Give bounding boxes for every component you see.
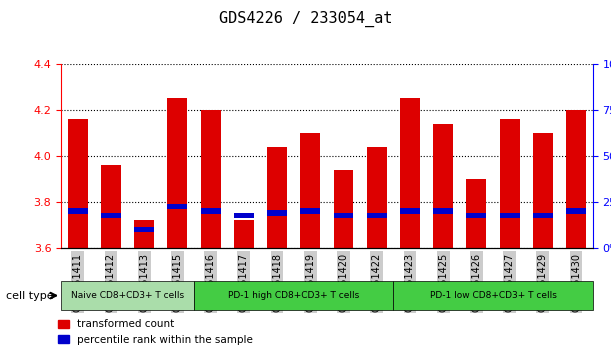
Bar	[200, 208, 221, 214]
Legend: transformed count, percentile rank within the sample: transformed count, percentile rank withi…	[54, 315, 257, 349]
Bar	[101, 165, 121, 248]
FancyBboxPatch shape	[194, 281, 393, 310]
Bar	[200, 110, 221, 248]
Bar	[301, 208, 320, 214]
Bar	[466, 213, 486, 218]
Text: cell type: cell type	[6, 291, 54, 301]
Bar	[68, 208, 88, 214]
FancyBboxPatch shape	[393, 281, 593, 310]
Bar	[367, 147, 387, 248]
Bar	[267, 147, 287, 248]
Bar	[334, 170, 353, 248]
Bar	[466, 179, 486, 248]
Text: PD-1 high CD8+CD3+ T cells: PD-1 high CD8+CD3+ T cells	[228, 291, 359, 300]
Bar	[167, 98, 188, 248]
Bar	[400, 98, 420, 248]
Bar	[433, 208, 453, 214]
Bar	[400, 208, 420, 214]
Bar	[234, 213, 254, 218]
Text: GDS4226 / 233054_at: GDS4226 / 233054_at	[219, 11, 392, 27]
Bar	[101, 213, 121, 218]
Bar	[566, 110, 586, 248]
Bar	[433, 124, 453, 248]
Bar	[68, 119, 88, 248]
Bar	[566, 208, 586, 214]
Bar	[301, 133, 320, 248]
Bar	[533, 133, 553, 248]
Bar	[500, 213, 519, 218]
Bar	[267, 210, 287, 216]
Bar	[234, 220, 254, 248]
Bar	[134, 227, 154, 232]
Bar	[367, 213, 387, 218]
Bar	[134, 220, 154, 248]
Text: Naive CD8+CD3+ T cells: Naive CD8+CD3+ T cells	[71, 291, 184, 300]
Text: PD-1 low CD8+CD3+ T cells: PD-1 low CD8+CD3+ T cells	[430, 291, 557, 300]
Bar	[500, 119, 519, 248]
Bar	[167, 204, 188, 209]
FancyBboxPatch shape	[61, 281, 194, 310]
Bar	[533, 213, 553, 218]
Bar	[334, 213, 353, 218]
